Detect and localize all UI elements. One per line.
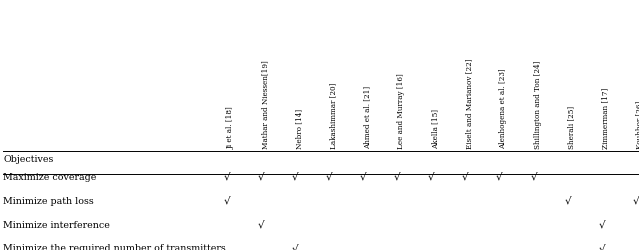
Text: √: √	[530, 173, 537, 182]
Text: Lakashimmar [20]: Lakashimmar [20]	[329, 82, 337, 149]
Text: Minimize the required number of transmitters: Minimize the required number of transmit…	[3, 244, 226, 250]
Text: Nebro [14]: Nebro [14]	[295, 108, 303, 149]
Text: √: √	[598, 244, 605, 250]
Text: Shillington and Ton [24]: Shillington and Ton [24]	[534, 60, 542, 149]
Text: √: √	[224, 197, 230, 206]
Text: √: √	[564, 197, 571, 206]
Text: Sherali [25]: Sherali [25]	[567, 106, 576, 149]
Text: Lee and Murray [16]: Lee and Murray [16]	[397, 73, 405, 149]
Text: Minimize interference: Minimize interference	[3, 220, 110, 230]
Text: √: √	[428, 173, 435, 182]
Text: √: √	[394, 173, 401, 182]
Text: Minimize path loss: Minimize path loss	[3, 197, 94, 206]
Text: Akella [15]: Akella [15]	[431, 109, 440, 149]
Text: √: √	[291, 244, 298, 250]
Text: √: √	[496, 173, 503, 182]
Text: Objectives: Objectives	[3, 156, 54, 164]
Text: Ahmed et al. [21]: Ahmed et al. [21]	[363, 86, 371, 149]
Text: √: √	[258, 173, 265, 182]
Text: Eiselt and Marianov [22]: Eiselt and Marianov [22]	[465, 58, 473, 149]
Text: √: √	[598, 220, 605, 230]
Text: √: √	[326, 173, 332, 182]
Text: Alenhogena et al. [23]: Alenhogena et al. [23]	[500, 68, 507, 149]
Text: Mathar and Niessen[19]: Mathar and Niessen[19]	[261, 60, 269, 149]
Text: √: √	[224, 173, 230, 182]
Text: √: √	[291, 173, 298, 182]
Text: Zimmerman [17]: Zimmerman [17]	[602, 88, 610, 149]
Text: √: √	[633, 197, 639, 206]
Text: Maximize coverage: Maximize coverage	[3, 173, 96, 182]
Text: √: √	[360, 173, 367, 182]
Text: Ji et al. [18]: Ji et al. [18]	[227, 106, 235, 149]
Text: Kouhbor [26]: Kouhbor [26]	[636, 100, 639, 149]
Text: √: √	[258, 220, 265, 230]
Text: √: √	[462, 173, 469, 182]
